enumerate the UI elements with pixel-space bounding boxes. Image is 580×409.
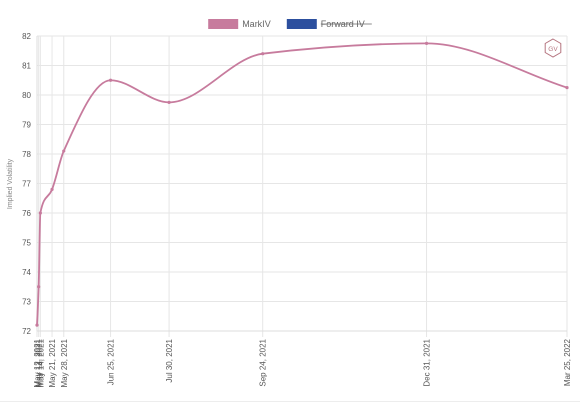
data-point xyxy=(261,52,265,56)
legend-swatch xyxy=(286,19,317,29)
data-point xyxy=(565,86,569,90)
legend-item-forward-iv[interactable]: Forward IV xyxy=(286,19,372,29)
x-tick-label: Mar 25, 2022 xyxy=(563,338,572,386)
x-tick-label: May 12, 2021 xyxy=(33,338,42,387)
x-tick-label: Jun 25, 2021 xyxy=(107,338,116,385)
data-point xyxy=(35,323,39,327)
x-tick-label: May 14, 2021 xyxy=(36,338,45,387)
legend-swatch xyxy=(208,19,239,29)
series-line-markiv xyxy=(36,42,568,326)
data-point xyxy=(62,149,66,153)
x-tick-label: Sep 24, 2021 xyxy=(259,338,268,386)
legend-item-markiv[interactable]: MarkIV xyxy=(208,19,271,29)
series-layer xyxy=(35,41,569,327)
y-tick-label: 74 xyxy=(22,268,31,277)
bottom-divider xyxy=(0,401,580,402)
hexagon-logo-icon xyxy=(544,38,562,58)
x-tick-label: Dec 31, 2021 xyxy=(423,338,432,386)
legend[interactable]: MarkIV Forward IV xyxy=(208,19,372,29)
x-tick-label: May 13, 2021 xyxy=(35,338,44,387)
y-tick-label: 72 xyxy=(22,327,31,336)
data-point xyxy=(50,187,54,191)
y-tick-label: 75 xyxy=(22,239,31,248)
y-tick-label: 76 xyxy=(22,209,31,218)
data-point xyxy=(424,41,429,45)
x-tick-label: May 21, 2021 xyxy=(48,338,57,387)
data-point xyxy=(167,100,171,104)
y-tick-label: 77 xyxy=(22,180,31,189)
y-tick-label: 73 xyxy=(22,298,31,307)
y-tick-label: 81 xyxy=(22,62,31,71)
x-tick-label: May 28, 2021 xyxy=(60,338,69,387)
y-tick-label: 78 xyxy=(22,150,31,159)
data-point xyxy=(108,78,113,82)
x-tick-label: Jul 30, 2021 xyxy=(165,338,174,382)
legend-label: MarkIV xyxy=(242,19,271,29)
logo: GV xyxy=(544,38,562,58)
data-point xyxy=(37,285,41,289)
y-tick-label: 80 xyxy=(22,91,31,100)
logo-text: GV xyxy=(548,46,558,53)
y-tick-label: 82 xyxy=(22,32,31,41)
y-axis-title: Implied Volatility xyxy=(7,158,14,209)
y-tick-label: 79 xyxy=(22,121,31,130)
data-point xyxy=(38,211,42,215)
